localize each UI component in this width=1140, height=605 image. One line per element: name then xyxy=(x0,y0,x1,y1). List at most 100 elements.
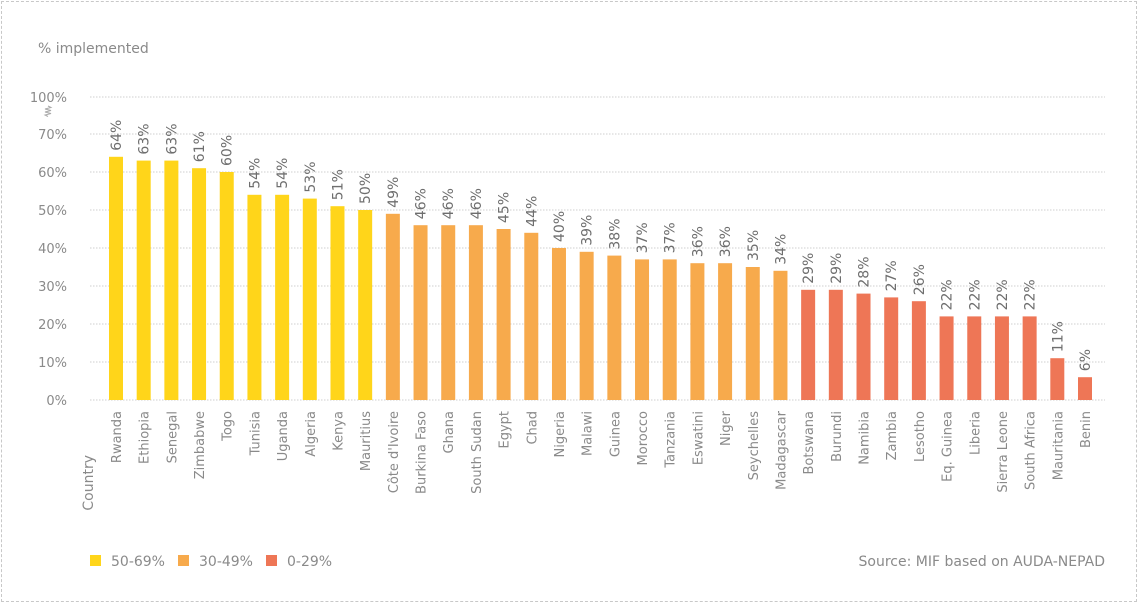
legend-swatch xyxy=(178,555,189,566)
bar xyxy=(718,263,733,400)
value-label: 22% xyxy=(1023,279,1039,310)
value-label: 29% xyxy=(801,253,817,284)
bar xyxy=(939,316,954,400)
bar xyxy=(607,255,622,400)
category-label: Morocco xyxy=(636,411,651,465)
category-label: Côte d'Ivoire xyxy=(387,411,402,493)
bar xyxy=(524,232,539,400)
category-label: Botswana xyxy=(802,411,817,475)
category-label: Burkina Faso xyxy=(415,411,430,494)
value-label: 46% xyxy=(441,188,457,219)
value-label: 28% xyxy=(857,256,873,287)
value-label: 40% xyxy=(552,211,568,242)
value-label: 22% xyxy=(940,279,956,310)
y-axis-title: % implemented xyxy=(38,41,149,57)
bar xyxy=(302,198,317,400)
bar xyxy=(856,293,871,400)
bar xyxy=(413,225,428,400)
category-label: Madagascar xyxy=(774,410,789,490)
legend-swatch xyxy=(90,555,101,566)
bar xyxy=(801,289,816,400)
value-label: 22% xyxy=(995,279,1011,310)
x-axis-title: Country xyxy=(81,455,97,511)
category-label: Nigeria xyxy=(553,411,568,458)
category-label: Ethiopia xyxy=(138,411,153,464)
category-label: Mauritania xyxy=(1051,411,1066,480)
value-label: 27% xyxy=(884,260,900,291)
y-tick-label: 50% xyxy=(38,204,67,219)
value-label: 64% xyxy=(109,120,125,151)
value-label: 35% xyxy=(746,230,762,261)
axis-break-icon xyxy=(43,105,53,117)
legend-label: 50-69% xyxy=(111,554,165,570)
value-label: 44% xyxy=(524,196,540,227)
category-label: Algeria xyxy=(304,411,319,457)
legend-swatch xyxy=(266,555,277,566)
bar xyxy=(192,168,207,400)
category-label: Niger xyxy=(719,410,734,446)
value-label: 61% xyxy=(192,131,208,162)
category-label: Liberia xyxy=(968,411,983,455)
value-label: 54% xyxy=(275,158,291,189)
bar xyxy=(441,225,456,400)
bar xyxy=(1050,358,1065,400)
value-label: 54% xyxy=(247,158,263,189)
bar xyxy=(579,251,594,400)
y-tick-label: 60% xyxy=(38,166,67,181)
value-label: 46% xyxy=(469,188,485,219)
category-label: Togo xyxy=(221,411,236,442)
category-label: South Sudan xyxy=(470,411,485,494)
category-label: Tunisia xyxy=(248,411,263,456)
category-label: Chad xyxy=(525,411,540,445)
category-label: Rwanda xyxy=(110,411,125,463)
value-label: 45% xyxy=(497,192,513,223)
value-label: 51% xyxy=(330,169,346,200)
value-label: 37% xyxy=(663,222,679,253)
value-label: 63% xyxy=(137,123,153,154)
bar xyxy=(773,270,788,400)
bar xyxy=(828,289,843,400)
value-label: 11% xyxy=(1050,321,1066,352)
bar xyxy=(219,172,234,400)
bar xyxy=(468,225,483,400)
category-label: Sierra Leone xyxy=(996,411,1011,493)
y-tick-label: 40% xyxy=(38,242,67,257)
bar xyxy=(385,213,400,400)
value-label: 36% xyxy=(718,226,734,257)
category-label: Eswatini xyxy=(691,411,706,465)
category-label: Mauritius xyxy=(359,411,374,471)
category-label: Namibia xyxy=(858,411,873,465)
category-label: Ghana xyxy=(442,411,457,454)
category-label: Eq. Guinea xyxy=(941,411,956,482)
bar xyxy=(994,316,1009,400)
category-label: Guinea xyxy=(608,411,623,457)
bar xyxy=(662,259,677,400)
category-label: Lesotho xyxy=(913,411,928,462)
bar xyxy=(967,316,982,400)
value-label: 38% xyxy=(607,218,623,249)
value-label: 29% xyxy=(829,253,845,284)
value-label: 34% xyxy=(773,234,789,265)
value-label: 36% xyxy=(690,226,706,257)
bar xyxy=(551,248,566,400)
value-label: 63% xyxy=(164,123,180,154)
y-tick-label: 30% xyxy=(38,280,67,295)
category-label: Zimbabwe xyxy=(193,411,208,479)
category-label: Uganda xyxy=(276,411,291,461)
category-label: Malawi xyxy=(581,411,596,456)
category-label: South Africa xyxy=(1024,411,1039,490)
category-label: Kenya xyxy=(331,411,346,451)
category-label: Benin xyxy=(1079,411,1094,448)
y-tick-label: 20% xyxy=(38,318,67,333)
value-label: 46% xyxy=(414,188,430,219)
y-tick-label: 100% xyxy=(30,91,67,106)
bar xyxy=(635,259,650,400)
bar xyxy=(690,263,705,400)
category-label: Burundi xyxy=(830,411,845,462)
bar xyxy=(911,301,926,400)
value-label: 60% xyxy=(220,135,236,166)
bar xyxy=(1078,377,1092,400)
bar xyxy=(496,229,511,400)
bar xyxy=(164,160,179,400)
